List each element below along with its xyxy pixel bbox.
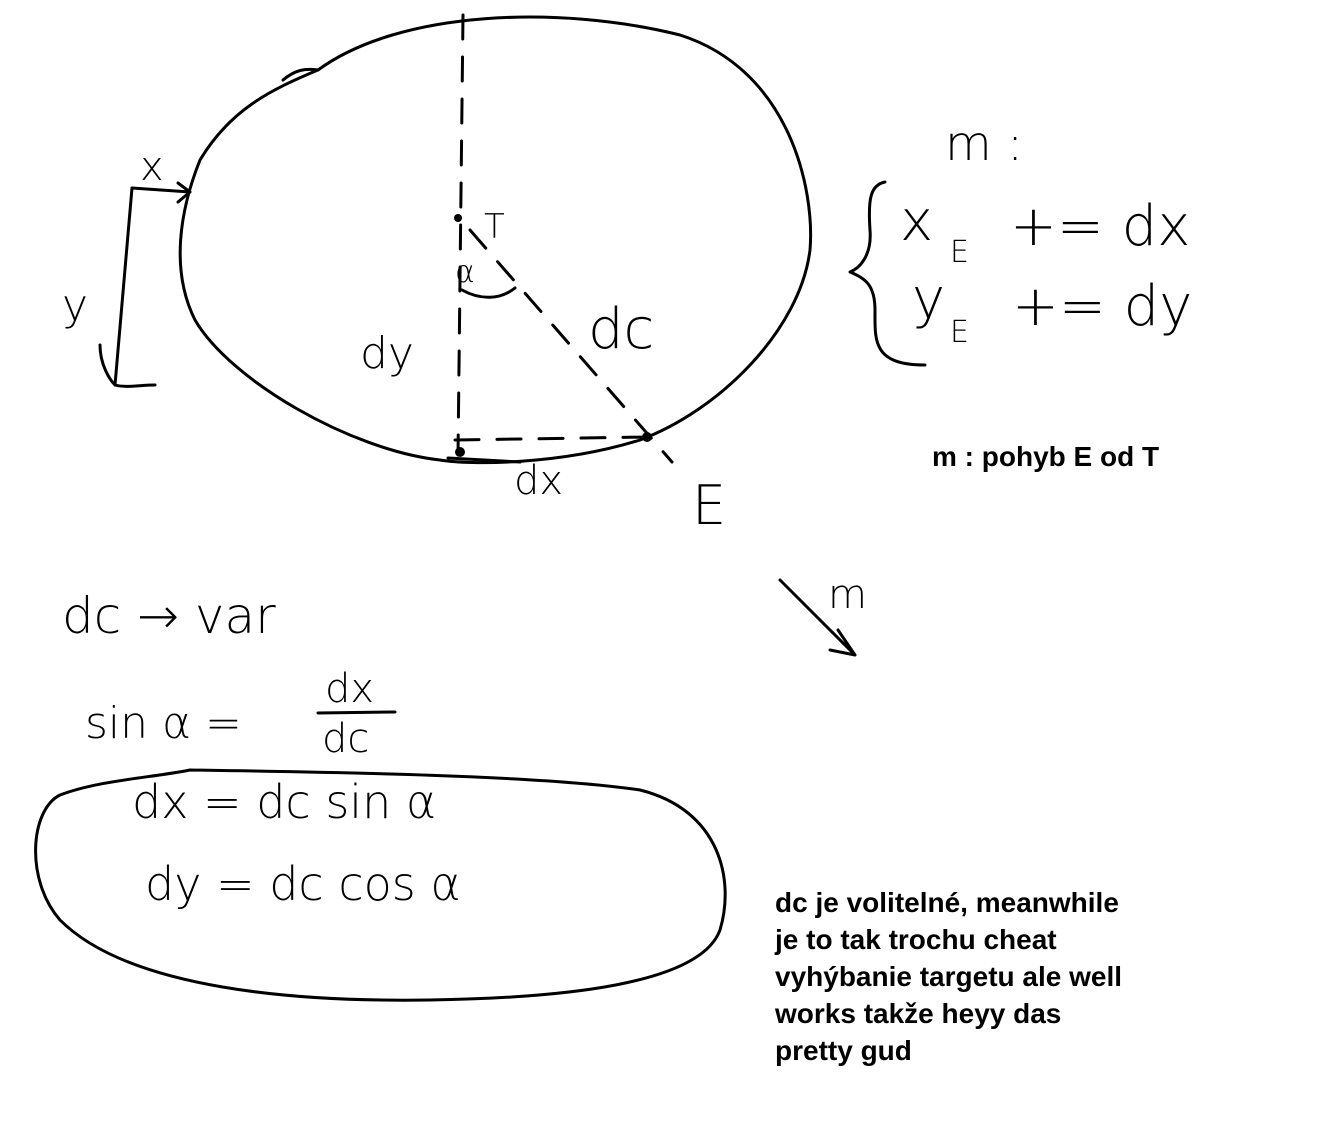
system-row1-op: += dx xyxy=(1010,194,1190,259)
system-row1-sub: E xyxy=(950,235,969,270)
label-dy-side: dy xyxy=(360,328,414,379)
system-brace xyxy=(848,180,927,367)
label-m-arrow: m xyxy=(828,572,867,618)
fraction-bar xyxy=(316,710,397,715)
system-row1-var: x xyxy=(900,189,933,254)
comment-line: dc je volitelné, meanwhile xyxy=(775,887,1119,918)
vertical-dashed-axis xyxy=(456,13,465,457)
circle-overstroke xyxy=(281,67,320,82)
system-heading: m : xyxy=(945,116,1023,172)
comment-line: works takže heyy das xyxy=(775,998,1062,1029)
y-offset-arrow xyxy=(98,186,157,388)
label-alpha: α xyxy=(455,255,475,290)
target-circle xyxy=(178,15,813,465)
comment-line: vyhýbanie targetu ale well xyxy=(775,961,1123,992)
horizontal-dashed-line xyxy=(453,435,650,442)
diagonal-dashed-line xyxy=(468,228,674,464)
label-E: E xyxy=(692,474,726,537)
comment-line: pretty gud xyxy=(775,1035,912,1066)
comment-block: dc je volitelné, meanwhile je to tak tro… xyxy=(775,884,1122,1069)
label-T: T xyxy=(484,207,505,247)
label-x-offset: x xyxy=(140,144,164,190)
note-eq2: dy = dc cos α xyxy=(145,857,461,911)
point-E xyxy=(642,432,652,442)
label-dc: dc xyxy=(588,297,654,362)
system-row2-sub: E xyxy=(950,315,969,350)
system-row2-op: += dy xyxy=(1012,274,1192,339)
point-T xyxy=(454,214,462,222)
result-enclosure xyxy=(34,768,727,1002)
note-frac-num: dx xyxy=(325,666,374,712)
label-y-offset: y xyxy=(62,280,88,331)
x-offset-arrow xyxy=(130,181,192,204)
caption-text: m : pohyb E od T xyxy=(932,441,1160,472)
point-bottom xyxy=(455,447,465,457)
label-dx-bottom: dx xyxy=(514,458,563,504)
note-frac-den: dc xyxy=(322,716,369,762)
note-eq1: dx = dc sin α xyxy=(132,775,436,829)
angle-arc xyxy=(460,286,517,299)
bottom-segment xyxy=(446,456,522,464)
note-sin-lhs: sin α = xyxy=(85,698,242,749)
comment-line: je to tak trochu cheat xyxy=(775,924,1057,955)
m-direction-arrow xyxy=(778,578,857,657)
note-dc-var: dc → var xyxy=(62,587,276,645)
system-row2-var: y xyxy=(912,267,945,332)
